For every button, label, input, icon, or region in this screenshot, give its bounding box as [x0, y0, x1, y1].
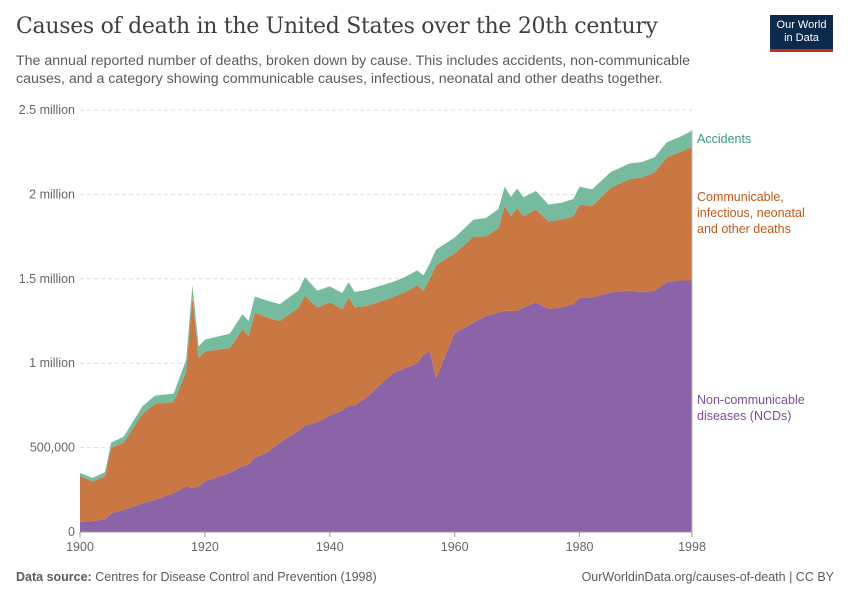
- x-tick-label: 1900: [66, 540, 94, 554]
- source-label: Data source:: [16, 570, 92, 584]
- data-source: Data source: Centres for Disease Control…: [16, 570, 377, 584]
- owid-logo[interactable]: Our World in Data: [770, 15, 833, 52]
- y-tick-label: 0: [68, 525, 75, 539]
- y-tick-label: 1 million: [29, 356, 75, 370]
- source-url[interactable]: OurWorldinData.org/causes-of-death | CC …: [581, 570, 834, 584]
- x-tick-label: 1998: [678, 540, 706, 554]
- y-tick-label: 2.5 million: [19, 103, 75, 117]
- logo-line-1: Our World: [776, 19, 827, 31]
- area-accidents: [80, 130, 692, 482]
- logo-line-2: in Data: [784, 32, 819, 44]
- chart-subtitle: The annual reported number of deaths, br…: [16, 53, 691, 87]
- area-communicable: [80, 147, 692, 522]
- x-tick-label: 1960: [441, 540, 469, 554]
- label-accidents: Accidents: [697, 132, 752, 146]
- chart-title: Causes of death in the United States ove…: [16, 14, 658, 39]
- x-tick-label: 1920: [191, 540, 219, 554]
- label-communicable: Communicable, infectious, neonatal and o…: [697, 190, 805, 236]
- x-tick-label: 1940: [316, 540, 344, 554]
- source-text: Centres for Disease Control and Preventi…: [95, 570, 377, 584]
- y-tick-label: 500,000: [30, 441, 75, 455]
- x-tick-label: 1980: [566, 540, 594, 554]
- area-ncds: [80, 280, 692, 532]
- label-ncds: Non-communicable diseases (NCDs): [697, 393, 805, 423]
- y-tick-label: 1.5 million: [19, 272, 75, 286]
- y-tick-label: 2 million: [29, 187, 75, 201]
